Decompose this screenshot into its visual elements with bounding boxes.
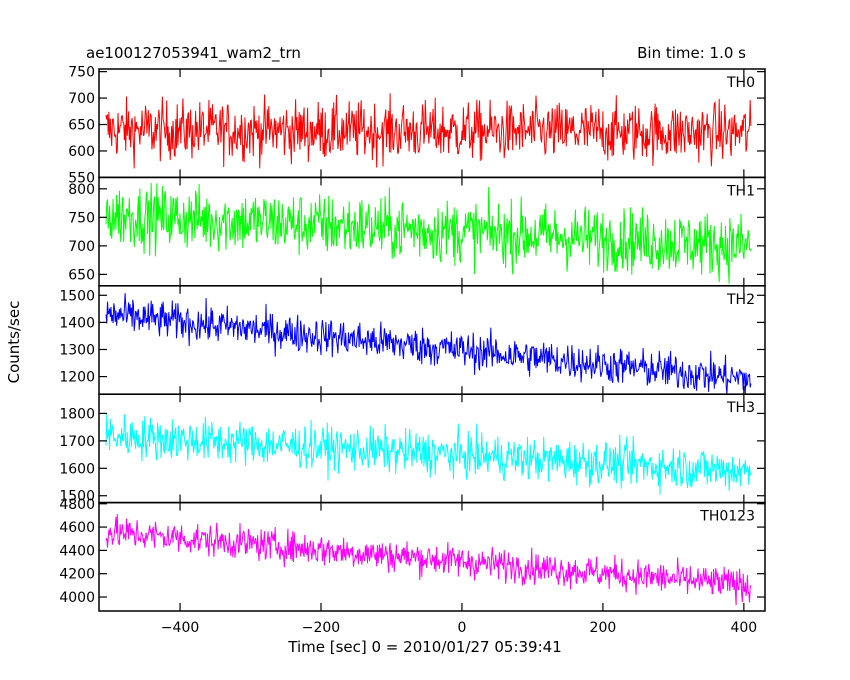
panel-label: TH1 — [726, 183, 755, 199]
y-tick-label: 1500 — [59, 288, 95, 304]
y-tick-label: 4000 — [59, 590, 95, 606]
y-tick-label: 1400 — [59, 315, 95, 331]
bin-time-label: Bin time: 1.0 s — [637, 44, 746, 62]
y-tick-label: 650 — [68, 118, 95, 134]
y-tick-label: 4200 — [59, 567, 95, 583]
y-tick-label: 550 — [68, 170, 95, 186]
x-tick-label: 400 — [730, 620, 757, 636]
x-tick-label: −400 — [161, 620, 199, 636]
y-tick-label: 750 — [68, 65, 95, 81]
series-th0123 — [105, 513, 752, 606]
y-tick-label: 1500 — [59, 489, 95, 505]
y-tick-label: 800 — [68, 182, 95, 198]
y-tick-label: 1200 — [59, 370, 95, 386]
x-tick-label: 0 — [457, 620, 466, 636]
series-th0 — [105, 93, 752, 169]
series-th3 — [105, 413, 752, 495]
y-tick-label: 1700 — [59, 434, 95, 450]
y-tick-label: 700 — [68, 91, 95, 107]
y-tick-label: 750 — [68, 210, 95, 226]
panel-frame-th0123 — [98, 501, 766, 612]
y-tick-label: 650 — [68, 267, 95, 283]
y-tick-label: 1300 — [59, 342, 95, 358]
panel-label: TH0 — [726, 75, 755, 91]
series-th2 — [105, 293, 752, 395]
panel-label: TH0123 — [699, 509, 755, 525]
y-tick-label: 4800 — [59, 497, 95, 513]
x-axis-label: Time [sec] 0 = 2010/01/27 05:39:41 — [288, 638, 562, 656]
chart-title: ae100127053941_wam2_trn — [86, 44, 301, 62]
x-tick-label: 200 — [590, 620, 617, 636]
series-th1 — [105, 182, 752, 284]
y-tick-label: 600 — [68, 144, 95, 160]
y-tick-label: 700 — [68, 239, 95, 255]
x-tick-label: −200 — [302, 620, 340, 636]
panel-label: TH2 — [726, 292, 755, 308]
y-tick-label: 4400 — [59, 543, 95, 559]
y-tick-label: 4600 — [59, 520, 95, 536]
y-tick-label: 1600 — [59, 461, 95, 477]
y-tick-label: 1800 — [59, 406, 95, 422]
panel-label: TH3 — [726, 400, 755, 416]
